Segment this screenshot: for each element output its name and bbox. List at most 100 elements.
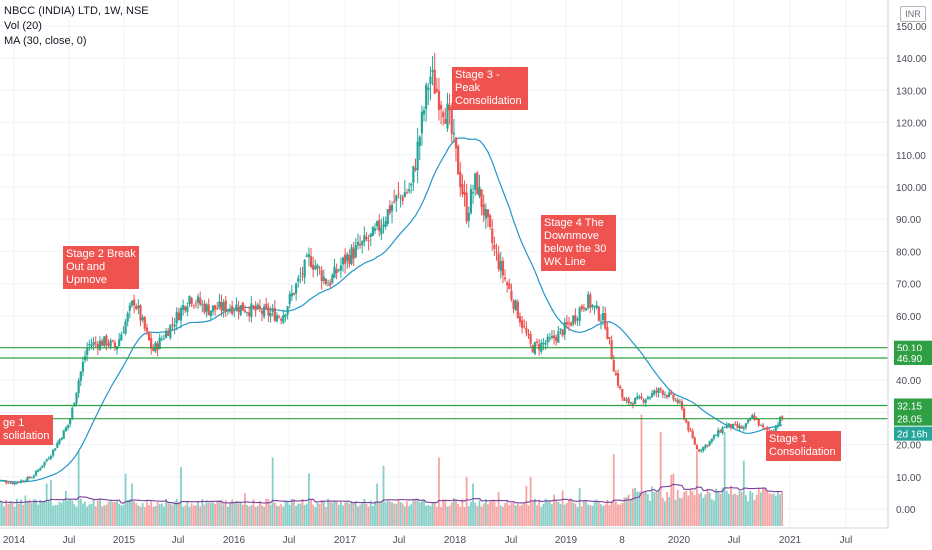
volume-bar [519,505,521,526]
volume-bar [568,499,570,526]
volume-bar [60,502,63,526]
candle-body [714,435,718,437]
volume-indicator-label[interactable]: Vol (20) [4,20,42,32]
volume-bar [725,490,728,526]
volume-bar [457,503,460,526]
stage4-annotation[interactable]: Stage 4 The Downmove below the 30 WK Lin… [541,215,616,271]
candle-body [26,477,29,481]
volume-bar [696,451,698,526]
stage1-left-annotation[interactable]: ge 1 solidation [0,415,53,445]
volume-bar [435,506,438,526]
candle-body [346,254,349,261]
volume-bar [617,504,619,526]
volume-bar [32,499,35,526]
candle-body [284,314,287,317]
stage3-annotation[interactable]: Stage 3 - Peak Consolidation [452,67,528,110]
candle-body [309,256,313,268]
volume-bar [646,494,649,526]
volume-bar [408,505,411,526]
candle-body [516,301,519,319]
volume-bar [683,492,686,526]
candle-body [606,327,609,339]
candle-body [111,340,114,342]
volume-bar [327,498,329,526]
candle-body [90,344,93,346]
ma-indicator-label[interactable]: MA (30, close, 0) [4,35,87,47]
volume-bar [233,502,236,526]
volume-bar [303,504,306,526]
candle-body [452,133,455,135]
candle-body [286,306,289,315]
volume-bar [653,492,656,526]
volume-bar [423,499,425,526]
candle-body [132,299,136,306]
level-badge-text: 28.05 [897,415,922,426]
volume-bar [254,506,257,526]
volume-bar [371,505,374,526]
candle-body [43,461,46,466]
volume-bar [135,503,138,526]
candle-body [94,342,97,344]
volume-bar [79,498,82,526]
candle-body [719,430,722,433]
volume-bar [578,488,581,526]
candle-body [665,395,669,398]
candle-body [727,423,730,426]
stage2-annotation[interactable]: Stage 2 Break Out and Upmove [63,246,139,289]
candle-body [167,331,170,336]
volume-bar [90,503,93,526]
volume-bar [738,490,741,526]
candle-body [77,380,80,393]
candle-body [655,390,658,393]
volume-bar [774,495,777,526]
candle-body [158,337,161,350]
candle-body [482,204,485,216]
volume-bar [416,499,419,526]
currency-badge[interactable]: INR [900,6,926,22]
candle-body [373,228,377,231]
candle-body [668,392,671,397]
candle-body [171,324,174,325]
stage1-right-annotation[interactable]: Stage 1 Consolidation [766,431,841,461]
candle-body [184,306,187,311]
candle-body [376,221,379,227]
candle-body [578,308,581,322]
candle-body [461,183,464,194]
volume-bar [691,491,694,526]
candle-body [448,104,451,111]
volume-bar [297,503,300,526]
x-tick-label: Jul [172,535,185,546]
volume-bar [766,491,769,526]
candle-body [62,430,65,439]
volume-bar [325,506,327,526]
volume-bar [276,505,278,526]
volume-bar [678,497,681,526]
candle-body [382,224,385,228]
candle-body [550,336,554,338]
candle-body [37,469,40,472]
volume-bar [619,504,622,526]
volume-bar [67,500,69,526]
volume-bar [450,502,453,526]
volume-bar [177,502,180,526]
volume-bar [480,506,483,526]
candle-body [474,173,477,190]
candle-body [514,300,517,310]
candle-body [653,390,656,395]
volume-bar [369,500,372,526]
candle-body [732,423,735,429]
x-tick-label: 2018 [444,535,467,546]
volume-bar [237,503,240,526]
volume-bar [50,480,52,526]
candle-body [96,343,99,349]
candle-body [399,195,402,197]
volume-bar [425,505,428,526]
candle-body [107,343,110,346]
symbol-title[interactable]: NBCC (INDIA) LTD, 1W, NSE [4,5,149,17]
volume-bar [391,502,393,526]
y-tick-label: 40.00 [896,376,921,387]
volume-bar [342,505,344,526]
volume-bar [710,499,713,526]
volume-bar [30,503,33,526]
